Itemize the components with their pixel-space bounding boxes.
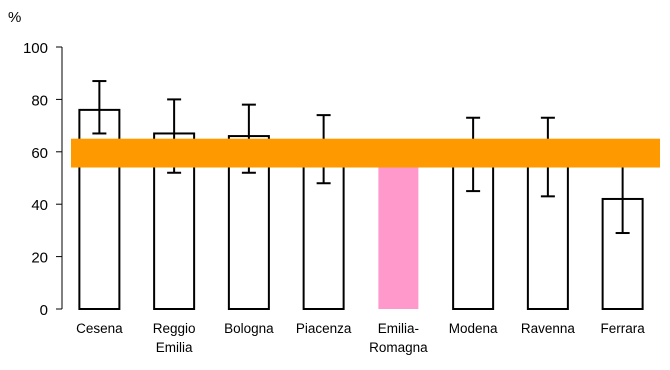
x-tick-label: Reggio <box>153 321 196 336</box>
x-tick-label: Ravenna <box>521 321 576 336</box>
y-tick-label: 100 <box>23 40 48 57</box>
x-tick-label: Modena <box>449 321 498 336</box>
x-tick-label: Emilia- <box>378 321 419 336</box>
reference-band <box>71 138 660 168</box>
x-tick-label: Cesena <box>76 321 123 336</box>
x-axis: Cesena Reggio Emilia Bologna Piacenza Emilia-… <box>76 321 645 355</box>
y-tick-label: 40 <box>31 197 48 214</box>
x-tick-label: Romagna <box>369 340 428 355</box>
reference-band-layer <box>71 138 660 168</box>
bars <box>78 80 644 311</box>
y-tick-label: 0 <box>40 302 48 319</box>
y-axis: 0 20 40 60 80 100 <box>23 40 63 319</box>
x-tick-label: Bologna <box>224 321 274 336</box>
y-axis-unit-label: % <box>8 9 21 26</box>
y-tick-label: 80 <box>31 92 48 109</box>
bar <box>378 151 419 309</box>
y-tick-label: 60 <box>31 145 48 162</box>
x-tick-label: Emilia <box>156 340 193 355</box>
x-tick-label: Piacenza <box>296 321 352 336</box>
x-tick-label: Ferrara <box>600 321 645 336</box>
y-tick-label: 20 <box>31 250 48 267</box>
